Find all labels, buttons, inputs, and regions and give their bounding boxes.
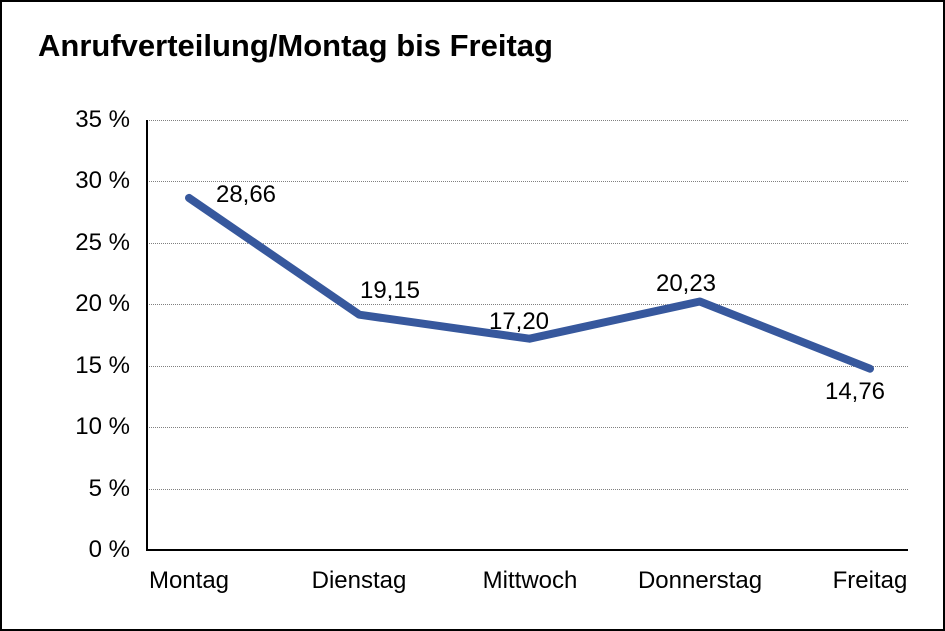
y-axis-line	[146, 120, 148, 550]
gridline	[147, 304, 908, 305]
gridline	[147, 120, 908, 121]
y-tick-label: 35 %	[75, 106, 130, 133]
x-axis-label: Mittwoch	[482, 567, 578, 594]
data-line	[185, 193, 874, 373]
x-axis-label: Montag	[148, 567, 230, 594]
y-tick-label: 5 %	[88, 475, 130, 502]
y-tick-label: 0 %	[88, 536, 130, 563]
y-tick-label: 30 %	[75, 167, 130, 194]
y-tick-label: 25 %	[75, 229, 130, 256]
gridline	[147, 427, 908, 428]
data-point-label: 28,66	[215, 181, 277, 208]
y-tick-label: 10 %	[75, 413, 130, 440]
x-axis-label: Donnerstag	[637, 567, 763, 594]
data-point-label: 17,20	[488, 308, 550, 335]
gridline	[147, 366, 908, 367]
gridline	[147, 243, 908, 244]
gridline	[147, 181, 908, 182]
data-point-label: 19,15	[359, 277, 421, 304]
x-axis-label: Freitag	[832, 567, 908, 594]
chart-title: Anrufverteilung/Montag bis Freitag	[38, 28, 553, 63]
x-axis-line	[146, 549, 908, 551]
x-axis-label: Dienstag	[311, 567, 407, 594]
gridline	[147, 489, 908, 490]
data-point-label: 14,76	[824, 378, 886, 405]
y-tick-label: 20 %	[75, 290, 130, 317]
data-point-label: 20,23	[655, 270, 717, 297]
y-tick-label: 15 %	[75, 352, 130, 379]
